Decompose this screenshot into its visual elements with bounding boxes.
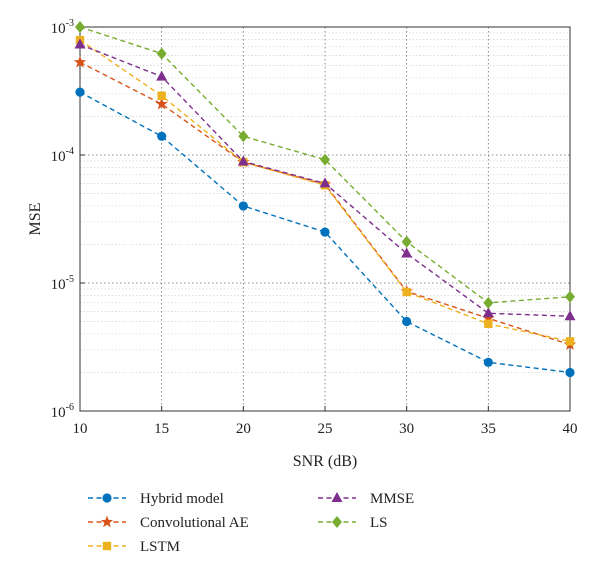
legend-marker [100, 515, 114, 528]
legend-entry: MMSE [318, 491, 414, 507]
data-point [402, 287, 411, 297]
legend-entry: Hybrid model [88, 491, 224, 507]
data-point [320, 227, 330, 237]
series-3 [74, 38, 576, 321]
data-point [401, 247, 413, 258]
x-axis-label: SNR (dB) [293, 453, 357, 470]
legend-label: LS [370, 515, 388, 531]
series-4 [75, 21, 575, 309]
y-tick-label: 10-5 [51, 274, 74, 293]
data-point [75, 21, 85, 33]
x-tick-label: 25 [318, 421, 333, 437]
legend-entry: Convolutional AE [88, 515, 249, 531]
x-tick-label: 20 [236, 421, 251, 437]
data-point [401, 235, 412, 248]
data-point [565, 337, 575, 346]
y-tick-label: 10-6 [51, 402, 74, 421]
data-point [565, 367, 575, 378]
data-point [320, 153, 330, 166]
legend-entry: LSTM [88, 539, 180, 555]
data-point [75, 87, 85, 97]
data-point [402, 316, 412, 327]
legend-label: MMSE [370, 491, 414, 507]
x-tick-label: 30 [399, 421, 414, 437]
data-point [482, 307, 494, 318]
x-tick-label: 35 [481, 421, 496, 437]
legend-label: LSTM [140, 539, 180, 555]
legend-label: Hybrid model [140, 491, 224, 507]
data-point [74, 38, 86, 49]
data-point [482, 311, 495, 324]
series-0 [75, 87, 575, 378]
data-point [237, 155, 249, 166]
legend-label: Convolutional AE [140, 515, 249, 531]
axes: 10 15 20 25 30 35 40 10-6 10-5 10-4 10-3 SNR (dB) MS… [27, 18, 578, 470]
data-point [156, 47, 167, 60]
grid [79, 26, 571, 412]
data-point [565, 290, 575, 303]
data-point [155, 97, 168, 110]
data-point [483, 296, 494, 309]
series [73, 21, 577, 378]
x-tick-label: 40 [563, 421, 578, 437]
x-tick-label: 15 [154, 421, 169, 437]
data-point [319, 177, 331, 188]
data-point [156, 70, 168, 81]
data-point [238, 201, 248, 211]
data-point [484, 319, 493, 329]
data-point [157, 131, 167, 141]
y-tick-label: 10-3 [51, 18, 74, 37]
data-point [157, 91, 166, 101]
data-point [564, 310, 576, 321]
y-tick-label: 10-4 [51, 146, 74, 165]
legend-marker [102, 541, 112, 551]
data-point [483, 357, 493, 367]
data-point [73, 55, 87, 68]
legend-marker [332, 516, 342, 528]
y-axis-label: MSE [27, 203, 44, 236]
legend-marker [102, 493, 112, 503]
legend: Hybrid model Convolutional AE LSTM MMSE LS [88, 491, 414, 555]
legend-entry: LS [318, 515, 388, 531]
data-point [238, 130, 249, 143]
legend-marker [331, 492, 343, 502]
x-tick-label: 10 [73, 421, 88, 437]
